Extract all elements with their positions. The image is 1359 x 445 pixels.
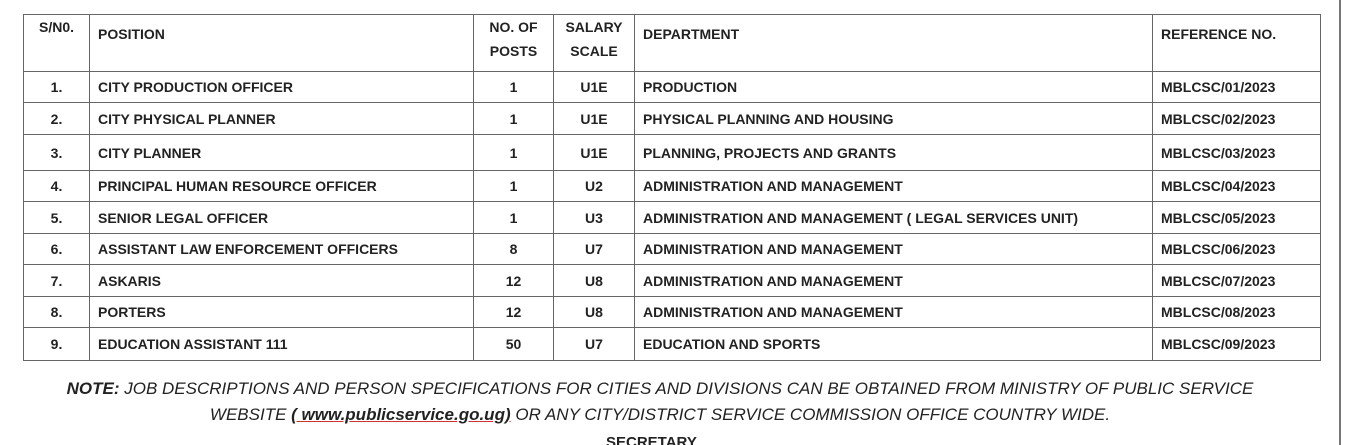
table-cell: CITY PRODUCTION OFFICER [89,71,474,103]
note-text: OR ANY CITY/DISTRICT SERVICE COMMISSION … [515,405,1111,424]
table-cell: 1 [473,71,554,103]
table-cell: 1. [23,71,90,103]
table-cell: 12 [473,296,554,328]
table-cell: 8. [23,296,90,328]
table-cell: ADMINISTRATION AND MANAGEMENT [634,264,1153,297]
note-label: NOTE: [66,379,120,398]
website-link[interactable]: ( www.publicservice.go.ug) [291,405,511,424]
header-cell: S/N0. [23,14,90,72]
table-cell: 1 [473,134,554,171]
table-cell: ADMINISTRATION AND MANAGEMENT [634,296,1153,328]
table-row: 6. ASSISTANT LAW ENFORCEMENT OFFICERS 8 U7 A… [23,233,1321,265]
table-cell: MBLCSC/01/2023 [1152,71,1321,103]
table-cell: 3. [23,134,90,171]
table-cell: 2. [23,102,90,135]
table-cell: CITY PLANNER [89,134,474,171]
table-cell: MBLCSC/07/2023 [1152,264,1321,297]
table-cell: 8 [473,233,554,265]
table-cell: ASKARIS [89,264,474,297]
table-cell: MBLCSC/08/2023 [1152,296,1321,328]
table-cell: U1E [553,102,635,135]
table-row: 7. ASKARIS 12 U8 ADMINISTRATION AND MANAGEME… [23,264,1321,297]
table-row: 5. SENIOR LEGAL OFFICER 1 U3 ADMINISTRATION … [23,201,1321,234]
table-cell: EDUCATION AND SPORTS [634,327,1153,361]
page-border [1339,0,1341,445]
note-text: JOB DESCRIPTIONS AND PERSON SPECIFICATIO… [124,379,1254,398]
table-cell: EDUCATION ASSISTANT 111 [89,327,474,361]
table-cell: MBLCSC/06/2023 [1152,233,1321,265]
vacancy-table: S/N0. POSITION NO. OF POSTS SALARY SCALE DEP… [23,14,1321,361]
header-cell: NO. OF POSTS [473,14,554,72]
table-cell: CITY PHYSICAL PLANNER [89,102,474,135]
table-cell: MBLCSC/02/2023 [1152,102,1321,135]
table-cell: 1 [473,201,554,234]
table-cell: ADMINISTRATION AND MANAGEMENT [634,233,1153,265]
table-cell: MBLCSC/03/2023 [1152,134,1321,171]
table-cell: PLANNING, PROJECTS AND GRANTS [634,134,1153,171]
table-cell: U2 [553,170,635,202]
table-cell: 50 [473,327,554,361]
table-cell: 1 [473,170,554,202]
signature-title: SECRETARY [606,434,697,445]
header-cell: DEPARTMENT [634,14,1153,72]
note-text: WEBSITE [209,405,287,424]
note: NOTE: JOB DESCRIPTIONS AND PERSON SPECIF… [0,376,1320,428]
table-cell: 6. [23,233,90,265]
table-row: 3. CITY PLANNER 1 U1E PLANNING, PROJECTS AND… [23,134,1321,171]
header-row: S/N0. POSITION NO. OF POSTS SALARY SCALE DEP… [23,14,1321,72]
table-cell: PRODUCTION [634,71,1153,103]
header-cell: POSITION [89,14,474,72]
table-cell: MBLCSC/05/2023 [1152,201,1321,234]
table-row: 1. CITY PRODUCTION OFFICER 1 U1E PRODUCTION M… [23,71,1321,103]
table-cell: MBLCSC/09/2023 [1152,327,1321,361]
table-cell: 1 [473,102,554,135]
table-cell: PHYSICAL PLANNING AND HOUSING [634,102,1153,135]
table-cell: 12 [473,264,554,297]
table-row: 8. PORTERS 12 U8 ADMINISTRATION AND MANAGEME… [23,296,1321,328]
table-cell: 9. [23,327,90,361]
table-cell: 5. [23,201,90,234]
table-cell: U3 [553,201,635,234]
table-cell: ASSISTANT LAW ENFORCEMENT OFFICERS [89,233,474,265]
table-cell: U7 [553,233,635,265]
table-cell: SENIOR LEGAL OFFICER [89,201,474,234]
table-cell: PRINCIPAL HUMAN RESOURCE OFFICER [89,170,474,202]
table-row: 2. CITY PHYSICAL PLANNER 1 U1E PHYSICAL PLAN… [23,102,1321,135]
table-cell: U8 [553,264,635,297]
table-cell: 7. [23,264,90,297]
table-cell: MBLCSC/04/2023 [1152,170,1321,202]
table-cell: 4. [23,170,90,202]
table-row: 9. EDUCATION ASSISTANT 111 50 U7 EDUCATION A… [23,327,1321,361]
table-cell: U1E [553,134,635,171]
table-row: 4. PRINCIPAL HUMAN RESOURCE OFFICER 1 U2 ADM… [23,170,1321,202]
table-cell: U7 [553,327,635,361]
table-cell: U1E [553,71,635,103]
table-cell: U8 [553,296,635,328]
header-cell: SALARY SCALE [553,14,635,72]
table-cell: ADMINISTRATION AND MANAGEMENT [634,170,1153,202]
table-cell: ADMINISTRATION AND MANAGEMENT ( LEGAL SE… [634,201,1153,234]
table-cell: PORTERS [89,296,474,328]
header-cell: REFERENCE NO. [1152,14,1321,72]
